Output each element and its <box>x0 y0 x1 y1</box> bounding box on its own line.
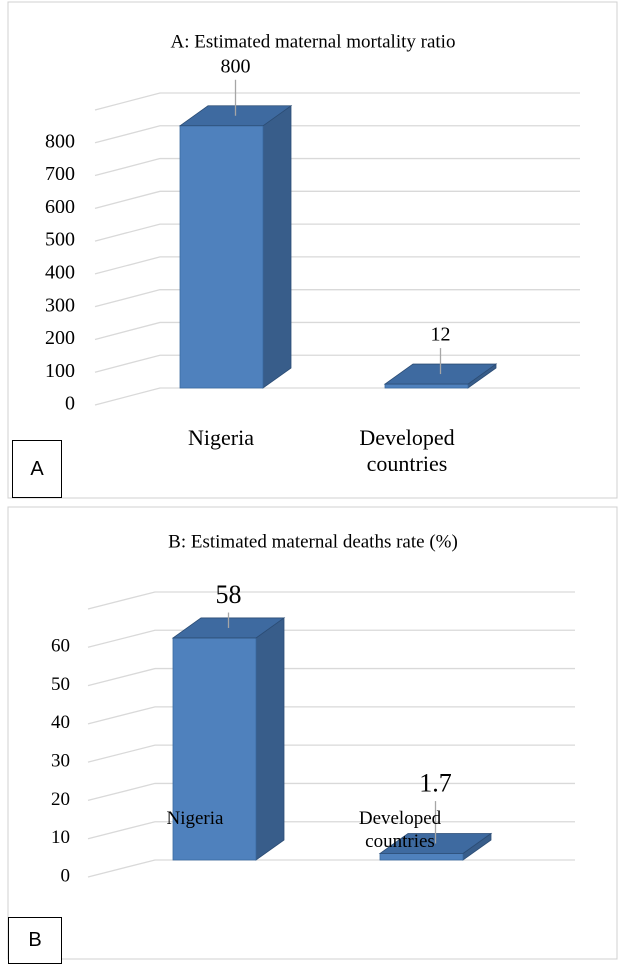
bar <box>379 853 464 861</box>
y-tick-label: 60 <box>51 636 70 657</box>
grid-line <box>87 591 575 610</box>
x-tick-label: Nigeria <box>166 808 224 829</box>
grid-line <box>94 125 580 144</box>
grid-line <box>94 92 580 111</box>
data-label: 58 <box>216 580 242 609</box>
bar <box>384 383 469 389</box>
y-tick-label: 50 <box>51 674 70 695</box>
chart-title: B: Estimated maternal deaths rate (%) <box>168 531 458 552</box>
y-tick-label: 300 <box>45 294 75 316</box>
bar-top <box>171 617 286 639</box>
x-tick-label: Developed countries <box>359 425 455 477</box>
y-tick-label: 30 <box>51 751 70 772</box>
bar-side <box>262 105 292 389</box>
grid-line <box>94 157 580 177</box>
grid-line <box>87 667 575 687</box>
y-tick-label: 20 <box>51 789 70 810</box>
y-tick-label: 800 <box>45 130 75 152</box>
y-tick-label: 500 <box>45 229 75 251</box>
data-label: 800 <box>221 55 251 77</box>
grid-line <box>94 354 580 373</box>
bar <box>179 125 264 389</box>
grid-line <box>87 744 575 763</box>
grid-line <box>94 223 580 242</box>
grid-line <box>87 629 575 648</box>
y-tick-label: 200 <box>45 327 75 349</box>
grid-line <box>87 706 575 725</box>
grid-line <box>94 289 580 308</box>
y-tick-label: 10 <box>51 827 70 848</box>
grid-line <box>94 256 580 275</box>
x-tick-label: Nigeria <box>188 425 254 450</box>
y-tick-label: 0 <box>65 393 75 415</box>
y-tick-label: 600 <box>45 196 75 218</box>
bar-top <box>383 363 498 385</box>
x-tick-label: Developed countries <box>358 808 442 852</box>
y-tick-label: 400 <box>45 261 75 283</box>
chart-title: A: Estimated maternal mortality ratio <box>171 31 456 52</box>
y-tick-label: 0 <box>61 865 71 886</box>
data-label: 12 <box>431 324 451 346</box>
panel-label: A <box>12 440 62 498</box>
panel-border <box>7 506 618 960</box>
grid-line <box>94 190 580 209</box>
grid-line <box>94 321 580 341</box>
grid-line <box>87 782 575 802</box>
grid-line <box>87 859 575 878</box>
y-tick-label: 40 <box>51 712 70 733</box>
y-tick-label: 700 <box>45 163 75 185</box>
panel-border <box>7 1 618 499</box>
data-label: 1.7 <box>419 768 452 797</box>
bar <box>172 637 257 861</box>
bar-top <box>178 105 293 127</box>
panel-label: B <box>8 917 62 964</box>
grid-line <box>94 387 580 406</box>
y-tick-label: 100 <box>45 360 75 382</box>
